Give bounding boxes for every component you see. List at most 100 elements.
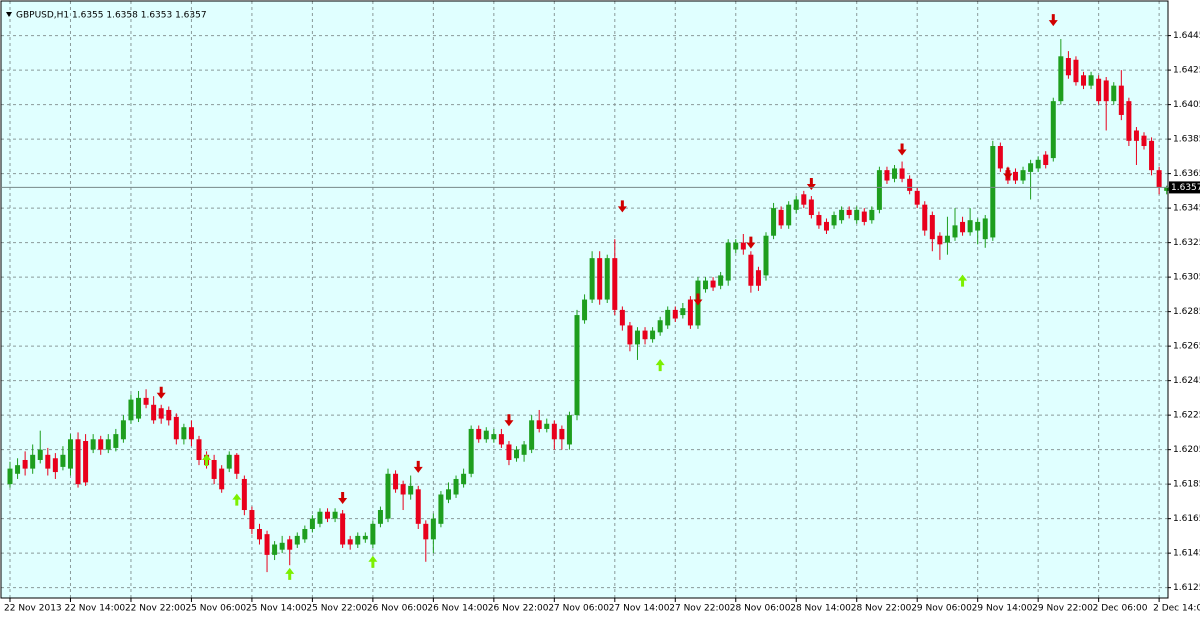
candle-body — [1111, 85, 1117, 102]
candle-body — [30, 454, 36, 469]
x-tick-label: 25 Nov 22:00 — [306, 604, 367, 614]
candle-body — [136, 397, 142, 419]
x-tick-label: 25 Nov 06:00 — [185, 604, 246, 614]
y-tick-label: 1.6345 — [1173, 204, 1200, 214]
candle-body — [1028, 163, 1034, 172]
candle-body — [665, 309, 671, 326]
candle-body — [317, 511, 323, 524]
candle-body — [491, 434, 497, 440]
candle-body — [642, 330, 648, 340]
candle-body — [113, 434, 119, 448]
x-tick-label: 27 Nov 06:00 — [548, 604, 609, 614]
candle-body — [120, 420, 126, 440]
candle-body — [37, 449, 43, 460]
candle-body — [438, 494, 444, 524]
candle-body — [967, 220, 973, 233]
candle-body — [808, 199, 814, 216]
candle-body — [415, 489, 421, 524]
buy-arrow — [202, 453, 212, 466]
candle-body — [498, 434, 504, 445]
candle-body — [302, 528, 308, 540]
candle-body — [944, 235, 950, 243]
candle-body — [551, 423, 557, 440]
candle-body — [1035, 159, 1041, 169]
candle-body — [128, 399, 134, 421]
candle-body — [272, 544, 278, 555]
x-tick-label: 25 Nov 14:00 — [246, 604, 307, 614]
candle-body — [914, 190, 920, 205]
candle-body — [294, 535, 300, 545]
candle-body — [1118, 85, 1124, 115]
candle-body — [831, 215, 837, 226]
candle-body — [1096, 78, 1102, 102]
plot-frame — [0, 0, 1169, 599]
sell-arrow — [413, 460, 423, 473]
y-tick-label: 1.6405 — [1173, 100, 1200, 110]
candle-body — [1020, 170, 1026, 181]
candle-body — [453, 478, 459, 495]
candle-body — [22, 459, 28, 469]
candle-body — [755, 270, 761, 286]
candle-body — [158, 408, 164, 419]
sell-arrow — [693, 293, 703, 306]
x-tick-label: 2 Dec 06:00 — [1093, 604, 1148, 614]
candle-body — [771, 208, 777, 236]
candle-body — [45, 454, 51, 469]
y-tick-label: 1.6425 — [1173, 66, 1200, 76]
candle-body — [816, 215, 822, 226]
candle-body — [1141, 135, 1147, 147]
candle-body — [975, 221, 981, 231]
menu-triangle[interactable] — [6, 12, 12, 17]
candle-body — [793, 199, 799, 210]
candle-body — [748, 254, 754, 286]
candle-body — [929, 215, 935, 240]
candle-body — [839, 209, 845, 221]
candle-body — [710, 280, 716, 288]
candle-body — [256, 528, 262, 540]
candle-body — [219, 468, 225, 490]
candle-body — [1065, 58, 1071, 76]
x-tick-label: 2 Dec 14:00 — [1153, 604, 1200, 614]
x-tick-label: 28 Nov 14:00 — [790, 604, 851, 614]
candle-body — [483, 430, 489, 440]
x-tick-label: 22 Nov 22:00 — [125, 604, 186, 614]
candle-body — [997, 146, 1003, 169]
candle-body — [241, 478, 247, 511]
y-tick-label: 1.6205 — [1173, 445, 1200, 455]
x-tick-label: 26 Nov 14:00 — [427, 604, 488, 614]
y-tick-label: 1.6225 — [1173, 411, 1200, 421]
sell-arrow — [746, 236, 756, 249]
x-tick-label: 29 Nov 22:00 — [1032, 604, 1093, 614]
candle-body — [559, 428, 565, 440]
candle-body — [1050, 101, 1056, 159]
candle-body — [521, 444, 527, 455]
candle-body — [1081, 75, 1087, 86]
candle-body — [461, 473, 467, 485]
candle-body — [75, 439, 81, 485]
price-label-box — [1169, 181, 1200, 194]
candle-body — [672, 309, 678, 319]
candle-body — [854, 209, 860, 221]
candle-body — [536, 420, 542, 429]
x-tick-label: 28 Nov 06:00 — [730, 604, 791, 614]
y-tick-label: 1.6265 — [1173, 342, 1200, 352]
candle-body — [196, 439, 202, 460]
candle-body — [332, 511, 338, 519]
candle-body — [687, 299, 693, 326]
candle-body — [574, 315, 580, 416]
candle-body — [400, 484, 406, 495]
candle-body — [566, 415, 572, 445]
candle-body — [990, 146, 996, 238]
buy-arrow — [958, 274, 968, 287]
grid — [1, 1, 1168, 598]
candle-body — [612, 258, 618, 310]
candle-body — [15, 465, 21, 474]
candle-body — [279, 542, 285, 550]
candle-body — [7, 468, 13, 485]
candle-body — [355, 535, 361, 545]
y-tick-label: 1.6365 — [1173, 169, 1200, 179]
candle-body — [627, 325, 633, 345]
candle-body — [60, 454, 66, 467]
candle-body — [173, 416, 179, 440]
